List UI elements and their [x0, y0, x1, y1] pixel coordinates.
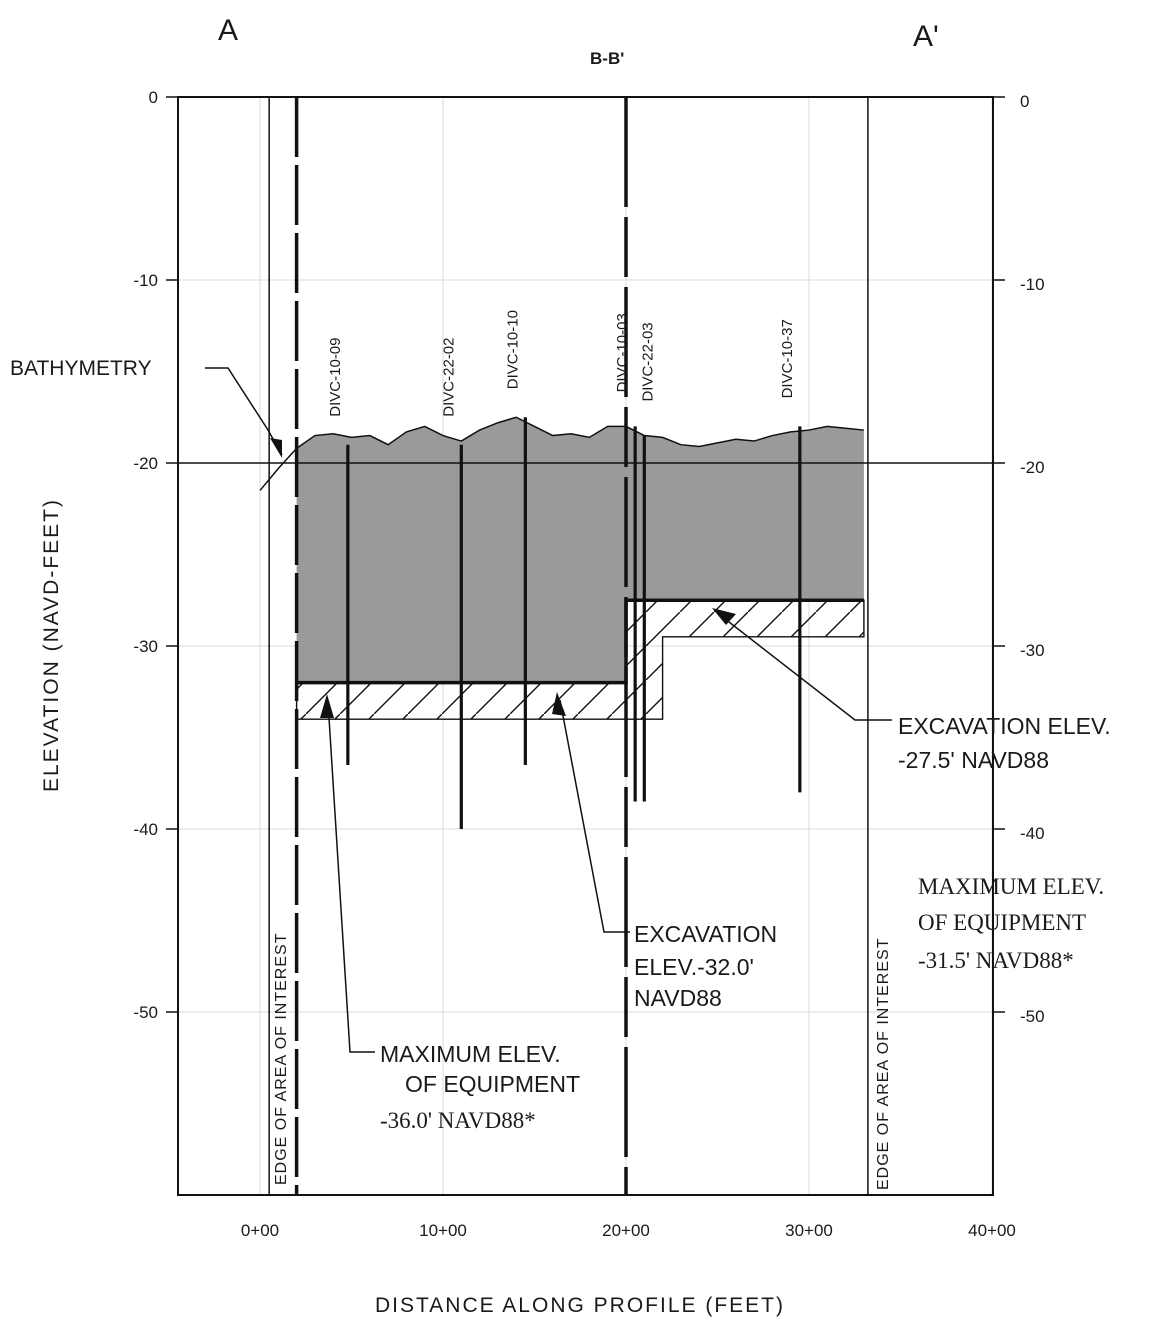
- excavation-left-leader: [559, 699, 630, 933]
- edge-label-right: EDGE OF AREA OF INTEREST: [875, 938, 892, 1190]
- excavation-prisms: [296, 417, 864, 683]
- boring-label-0: DIVC-10-09: [327, 337, 344, 416]
- y-tick-label-right-1: -10: [1020, 275, 1045, 294]
- bathymetry-leader: [205, 367, 283, 456]
- y-tick-label-right-5: -50: [1020, 1007, 1045, 1026]
- excavation-left-line3: NAVD88: [634, 985, 722, 1011]
- y-tick-label-left-5: -50: [133, 1003, 158, 1022]
- y-tick-label-right-3: -30: [1020, 641, 1045, 660]
- max-equip-left-line3: -36.0' NAVD88*: [380, 1108, 536, 1133]
- y-axis-title: ELEVATION (NAVD-FEET): [40, 498, 63, 792]
- y-tick-labels-left: 0 -10 -20 -30 -40 -50: [133, 88, 178, 1022]
- y-tick-label-right-0: 0: [1020, 92, 1029, 111]
- section-label-a-prime: A': [913, 20, 939, 53]
- x-tick-label-1: 10+00: [419, 1221, 467, 1240]
- profile-lines: [178, 97, 993, 1195]
- max-equip-right-line2: OF EQUIPMENT: [918, 910, 1086, 935]
- bathymetry-line: [259, 416, 864, 491]
- max-equip-left-line2: OF EQUIPMENT: [405, 1071, 580, 1097]
- x-tick-label-2: 20+00: [602, 1221, 650, 1240]
- excavation-left-line1: EXCAVATION: [634, 921, 777, 947]
- max-equip-left-arrow: [320, 694, 334, 718]
- x-tick-label-4: 40+00: [968, 1221, 1016, 1240]
- boring-label-4: DIVC-22-03: [639, 322, 656, 401]
- dredge-prism-fill: [296, 417, 864, 683]
- y-tick-label-left-2: -20: [133, 454, 158, 473]
- boring-label-1: DIVC-22-02: [440, 337, 457, 416]
- bathymetry-label: BATHYMETRY: [10, 357, 152, 380]
- max-equip-left-leader: [327, 701, 375, 1053]
- boring-label-5: DIVC-10-37: [779, 319, 796, 398]
- section-label-bb: B-B': [590, 49, 624, 68]
- section-label-a: A: [218, 14, 238, 47]
- x-axis-title: DISTANCE ALONG PROFILE (FEET): [375, 1294, 785, 1317]
- y-tick-label-left-3: -30: [133, 637, 158, 656]
- x-tick-labels: 0+00 10+00 20+00 30+00 40+00: [241, 1221, 1016, 1240]
- boring-label-3: DIVC-10-03: [614, 313, 631, 392]
- excavation-right-line1: EXCAVATION ELEV.: [898, 713, 1111, 739]
- boring-label-2: DIVC-10-10: [504, 310, 521, 389]
- excavation-left-line2: ELEV.-32.0': [634, 954, 754, 980]
- x-tick-label-3: 30+00: [785, 1221, 833, 1240]
- bathymetry-arrow: [270, 438, 282, 458]
- y-tick-label-left-1: -10: [133, 271, 158, 290]
- boring-logs: DIVC-10-09 DIVC-22-02 DIVC-10-10 DIVC-10-03…: [327, 310, 802, 829]
- y-tick-label-right-2: -20: [1020, 458, 1045, 477]
- excavation-right-line2: -27.5' NAVD88: [898, 747, 1049, 773]
- x-tick-label-0: 0+00: [241, 1221, 279, 1240]
- y-tick-label-right-4: -40: [1020, 824, 1045, 843]
- max-equip-left-line1: MAXIMUM ELEV.: [380, 1041, 561, 1067]
- edge-label-left: EDGE OF AREA OF INTEREST: [273, 933, 290, 1185]
- max-equip-right-line3: -31.5' NAVD88*: [918, 948, 1074, 973]
- excavation-right-leader: [719, 614, 892, 721]
- excavation-left-arrow: [552, 692, 566, 716]
- y-tick-label-left-0: 0: [149, 88, 158, 107]
- excavation-right-arrow: [712, 608, 736, 625]
- y-tick-label-left-4: -40: [133, 820, 158, 839]
- y-tick-labels-right: 0 -10 -20 -30 -40 -50: [993, 92, 1045, 1026]
- max-equip-right-line1: MAXIMUM ELEV.: [918, 874, 1104, 899]
